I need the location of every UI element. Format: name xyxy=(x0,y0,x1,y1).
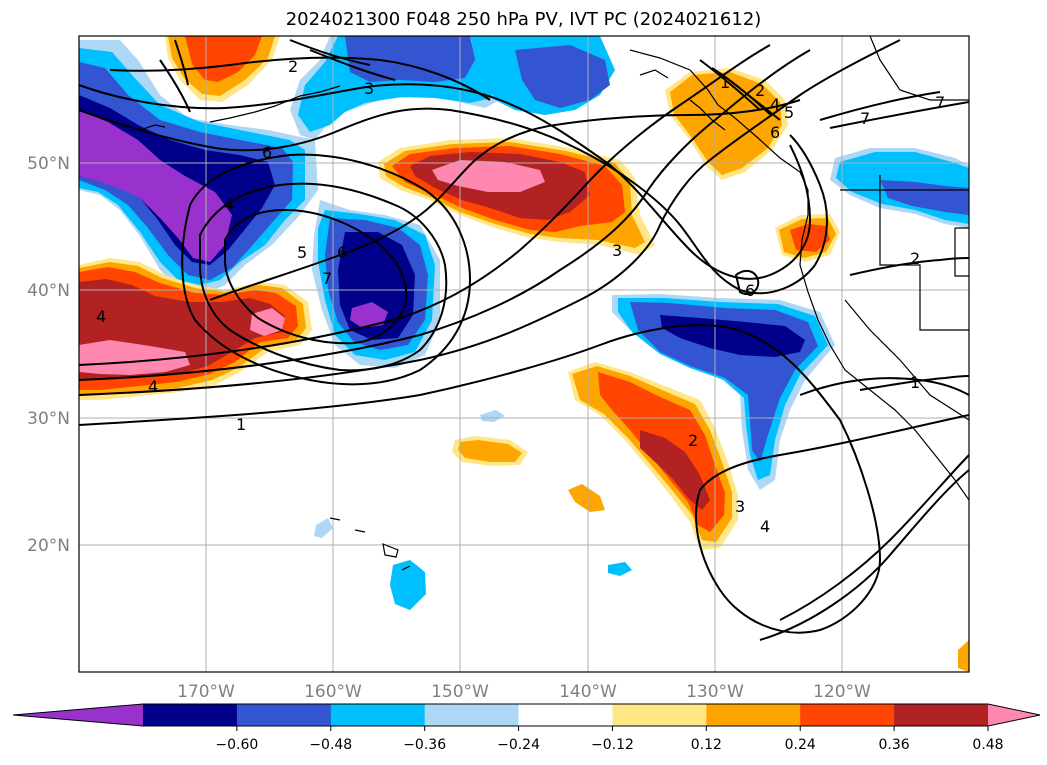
contour-label-5a: 5 xyxy=(297,243,307,262)
map-plot-area xyxy=(79,36,969,672)
lat-tick-labels: 20°N 30°N 40°N 50°N xyxy=(27,154,70,556)
lat-tick-30n: 30°N xyxy=(27,409,70,429)
colorbar-extend-min xyxy=(13,704,143,726)
colorbar-tick-label: −0.36 xyxy=(403,737,446,753)
contour-label-4a: 4 xyxy=(96,307,106,326)
colorbar-box xyxy=(330,704,426,726)
colorbar-box xyxy=(800,704,895,726)
colorbar-tick-label: −0.12 xyxy=(591,737,634,753)
chart-title: 2024021300 F048 250 hPa PV, IVT PC (2024… xyxy=(285,9,762,30)
lon-tick-140w: 140°W xyxy=(559,682,617,702)
lat-tick-20n: 20°N xyxy=(27,536,70,556)
colorbar-box xyxy=(706,704,801,726)
contour-label-2b: 2 xyxy=(688,431,698,450)
contour-label-3c: 3 xyxy=(735,497,745,516)
colorbar-tick-label: 0.24 xyxy=(785,737,816,753)
lat-tick-50n: 50°N xyxy=(27,154,70,174)
pos-subtrop-l4 xyxy=(640,430,710,510)
colorbar: −0.60 −0.48 −0.36 −0.24 −0.12 0.12 0.24 0.36 0.4… xyxy=(12,703,1041,753)
contour-label-4d: 4 xyxy=(760,517,770,536)
contour-label-2c: 2 xyxy=(910,249,920,268)
pos-nw-l3 xyxy=(185,36,262,82)
contour-labels: 1 1 1 2 2 2 2 3 3 3 4 4 4 4 4 5 5 6 6 6 … xyxy=(96,57,945,536)
ivt-contours xyxy=(79,39,969,641)
lon-tick-120w: 120°W xyxy=(813,682,871,702)
colorbar-tick-label: 0.36 xyxy=(879,737,910,753)
contour-label-2a: 2 xyxy=(288,57,298,76)
colorbar-tick-label: −0.60 xyxy=(215,737,258,753)
colorbar-box xyxy=(894,704,989,726)
contour-label-7a: 7 xyxy=(322,269,332,288)
colorbar-tick-label: −0.24 xyxy=(497,737,540,753)
contour-label-7c: 7 xyxy=(935,93,945,112)
neg-north-east-l4 xyxy=(515,45,610,108)
contour-label-4b: 4 xyxy=(148,377,158,396)
colorbar-outline xyxy=(12,703,1041,727)
lon-tick-170w: 170°W xyxy=(177,682,235,702)
contour-label-3a: 3 xyxy=(364,79,374,98)
pos-west-l5a xyxy=(79,340,190,375)
colorbar-box xyxy=(518,704,613,726)
colorbar-box xyxy=(143,704,238,726)
pos-small-3 xyxy=(958,640,969,672)
pos-small-1-inner xyxy=(458,440,522,462)
colorbar-tick-label: 0.12 xyxy=(691,737,722,753)
colorbar-box xyxy=(424,704,520,726)
contour-label-7b: 7 xyxy=(860,109,870,128)
contour-label-2d: 2 xyxy=(755,81,765,100)
contour-label-1a: 1 xyxy=(236,415,246,434)
neg-small-2 xyxy=(480,410,505,422)
contour-label-6a: 6 xyxy=(262,143,272,162)
colorbar-extend-max xyxy=(988,704,1040,726)
contour-label-6c: 6 xyxy=(745,281,755,300)
contour-label-6d: 6 xyxy=(770,123,780,142)
lon-tick-130w: 130°W xyxy=(686,682,744,702)
contour-label-6b: 6 xyxy=(337,243,347,262)
pos-oregon-l3 xyxy=(790,224,830,252)
colorbar-box xyxy=(612,704,707,726)
contour-label-1c: 1 xyxy=(910,373,920,392)
gridlines xyxy=(79,36,969,672)
lon-tick-labels: 170°W 160°W 150°W 140°W 130°W 120°W xyxy=(177,682,871,702)
plot-frame xyxy=(78,35,970,673)
contour-label-1b: 1 xyxy=(720,73,730,92)
neg-west-l6 xyxy=(79,110,232,262)
neg-north-l4 xyxy=(345,36,475,82)
lon-tick-150w: 150°W xyxy=(431,682,489,702)
lon-tick-160w: 160°W xyxy=(304,682,362,702)
pos-small-2 xyxy=(568,484,605,512)
contour-label-5b: 5 xyxy=(784,103,794,122)
neg-small-1 xyxy=(314,518,333,538)
contour-label-3b: 3 xyxy=(612,241,622,260)
neg-small-3 xyxy=(608,562,632,576)
coastlines xyxy=(139,36,969,571)
neg-central-l6 xyxy=(350,302,388,328)
neg-pnw-l4 xyxy=(880,180,969,215)
pos-goa-l2 xyxy=(670,72,782,175)
contour-label-4e: 4 xyxy=(770,95,780,114)
contour-label-4c: 4 xyxy=(224,195,234,214)
neg-hawaii-blob xyxy=(390,560,426,610)
colorbar-box xyxy=(236,704,332,726)
colorbar-tick-label: 0.48 xyxy=(972,737,1003,753)
colorbar-tick-label: −0.48 xyxy=(309,737,352,753)
pos-west-l5b xyxy=(250,308,285,336)
lat-tick-40n: 40°N xyxy=(27,281,70,301)
